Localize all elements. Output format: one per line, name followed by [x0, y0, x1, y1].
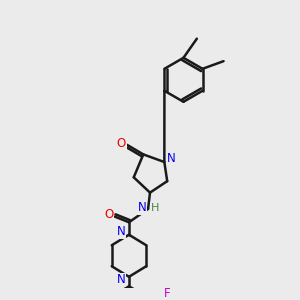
Text: N: N — [117, 225, 126, 238]
Text: O: O — [104, 208, 113, 221]
Text: F: F — [164, 286, 171, 299]
Text: H: H — [151, 203, 159, 213]
Text: N: N — [117, 273, 126, 286]
Text: O: O — [117, 137, 126, 150]
Text: N: N — [138, 201, 147, 214]
Text: N: N — [167, 152, 176, 165]
